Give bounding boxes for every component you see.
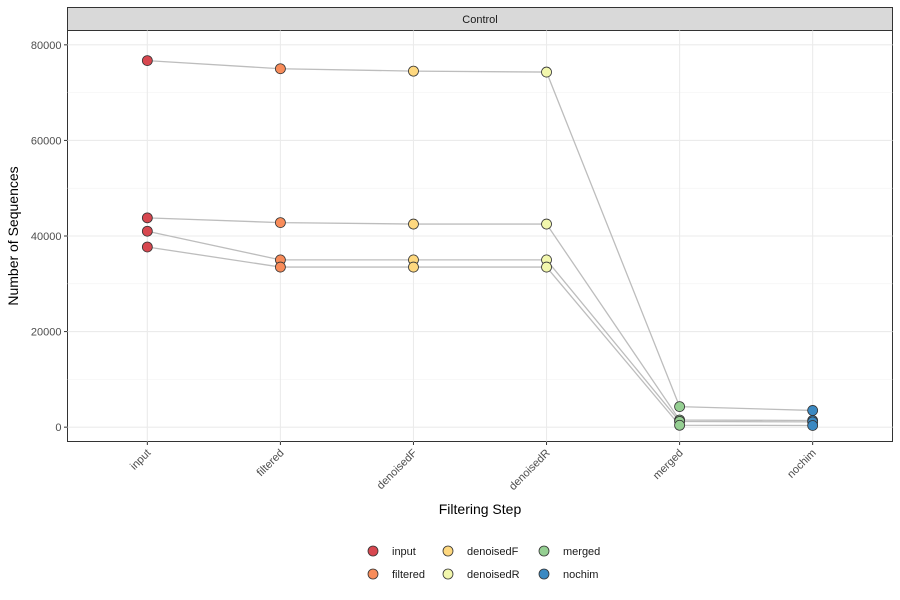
x-tick-label: input: [128, 447, 153, 472]
legend-label-nochim: nochim: [563, 569, 598, 581]
legend-key-merged: [538, 545, 550, 557]
y-tick-label: 40000: [31, 231, 62, 243]
x-tick-label: denoisedF: [375, 447, 420, 492]
grid-lines: [67, 30, 893, 442]
legend-label-input: input: [392, 546, 416, 558]
legend-key-filtered: [367, 568, 379, 580]
data-point-input: [141, 241, 153, 253]
y-tick-label: 80000: [31, 40, 62, 52]
legend-label-merged: merged: [563, 546, 600, 558]
data-point-denoisedF: [408, 261, 419, 273]
x-tick-label: merged: [651, 447, 686, 482]
sample-lines: [147, 59, 813, 427]
y-tick-label: 20000: [31, 327, 62, 339]
data-point-filtered: [275, 63, 286, 75]
data-point-filtered: [275, 217, 286, 229]
legend-label-denoisedR: denoisedR: [467, 569, 520, 581]
sample-line: [147, 246, 813, 427]
data-point-filtered: [275, 261, 286, 273]
sample-line: [147, 59, 813, 412]
data-point-input: [141, 55, 153, 67]
legend-key-input: [367, 545, 379, 557]
x-tick-label: denoisedR: [507, 447, 553, 493]
data-point-denoisedR: [541, 66, 552, 78]
x-axis-title: Filtering Step: [439, 501, 522, 517]
x-tick-label: filtered: [255, 447, 287, 479]
legend-label-filtered: filtered: [392, 569, 425, 581]
sample-line: [147, 230, 813, 423]
data-point-nochim: [807, 420, 819, 431]
sample-line: [147, 217, 813, 422]
data-point-denoisedR: [541, 218, 552, 230]
data-point-denoisedR: [541, 261, 552, 273]
legend-key-denoisedF: [442, 545, 454, 557]
y-axis-title: Number of Sequences: [5, 166, 21, 305]
legend: input filtered denoisedF denoisedR merged noc…: [367, 545, 600, 581]
legend-key-denoisedR: [442, 568, 454, 580]
data-point-merged: [674, 401, 685, 413]
data-point-merged: [674, 419, 685, 431]
legend-key-nochim: [538, 568, 550, 580]
data-point-nochim: [807, 405, 819, 416]
facet-strip-label: Control: [462, 14, 497, 26]
data-point-denoisedF: [408, 218, 419, 230]
legend-label-denoisedF: denoisedF: [467, 546, 519, 558]
data-points: [141, 55, 819, 431]
y-tick-label: 0: [55, 422, 61, 434]
x-tick-label: nochim: [785, 447, 819, 481]
data-point-input: [141, 212, 153, 224]
data-point-denoisedF: [408, 65, 419, 77]
y-tick-label: 60000: [31, 135, 62, 147]
data-point-input: [141, 225, 153, 237]
